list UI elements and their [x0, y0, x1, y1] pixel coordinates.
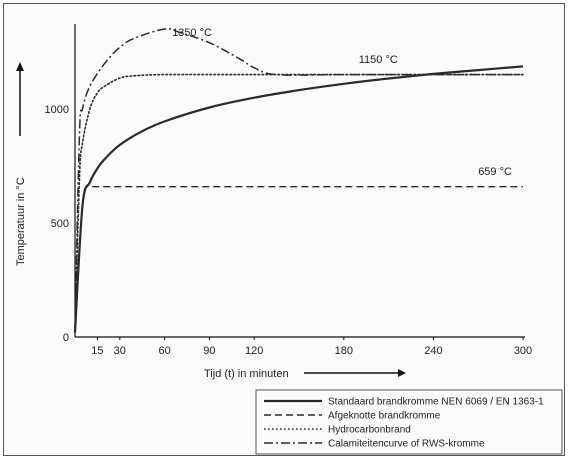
x-tick-label: 60 — [158, 345, 170, 357]
x-axis-arrowhead — [398, 369, 406, 377]
series-line-3 — [74, 73, 524, 334]
y-tick-label: 0 — [63, 332, 69, 344]
y-tick-label: 500 — [51, 218, 69, 230]
x-tick-label: 300 — [514, 345, 532, 357]
series-line-1 — [73, 65, 524, 333]
annotation-label: 659 °C — [478, 166, 512, 178]
annotation-label: 1350 °C — [172, 27, 212, 39]
legend-entry-label: Afgeknotte brandkromme — [328, 411, 441, 422]
x-tick-label: 90 — [203, 345, 215, 357]
x-tick-label: 180 — [335, 345, 353, 357]
series-lines — [73, 28, 524, 334]
chart-frame: 15 30 60 90 120 180 240 300 0 500 1000 1350 °C 1150… — [3, 3, 565, 456]
legend-entry-label: Standaard brandkromme NEN 6069 / EN 1363… — [328, 397, 544, 408]
y-tick-label: 1000 — [45, 104, 69, 116]
y-axis-arrowhead — [16, 62, 24, 71]
series-line-2 — [74, 184, 523, 333]
x-tick-label: 30 — [114, 345, 126, 357]
axes — [74, 24, 525, 338]
tick-labels: 15 30 60 90 120 180 240 300 0 500 1000 — [45, 104, 533, 357]
y-axis-label: Temperatuur in °C — [15, 177, 27, 266]
series-line-4 — [74, 28, 523, 333]
x-axis-label: Tijd (t) in minuten — [204, 368, 289, 380]
legend: Standaard brandkromme NEN 6069 / EN 1363… — [255, 389, 563, 455]
legend-entry-label: Calamiteitencurve of RWS-kromme — [328, 439, 485, 450]
fire-curve-chart: 15 30 60 90 120 180 240 300 0 500 1000 1350 °C 1150… — [15, 24, 563, 455]
annotations: 1350 °C 1150 °C 659 °C — [172, 27, 512, 178]
annotation-label: 1150 °C — [359, 54, 398, 66]
x-tick-label: 15 — [91, 345, 103, 357]
legend-entry-label: Hydrocarbonbrand — [328, 425, 411, 436]
x-tick-label: 240 — [424, 345, 442, 357]
x-tick-label: 120 — [245, 345, 263, 357]
